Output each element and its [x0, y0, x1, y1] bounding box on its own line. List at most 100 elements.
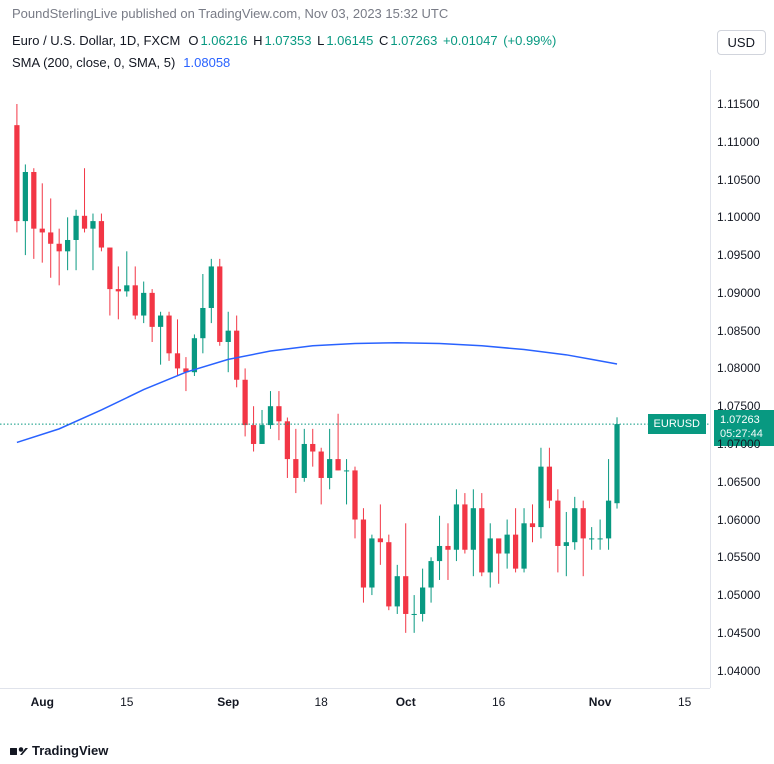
candle — [90, 221, 95, 229]
candle — [412, 614, 417, 615]
candle — [73, 216, 78, 240]
candle — [530, 523, 535, 527]
candle — [378, 538, 383, 542]
x-tick: 15 — [120, 695, 133, 709]
candle — [462, 504, 467, 549]
legend-title[interactable]: Euro / U.S. Dollar, 1D, FXCM — [12, 30, 180, 52]
candle — [175, 353, 180, 368]
candle — [166, 316, 171, 354]
candle — [319, 452, 324, 478]
candle — [488, 538, 493, 572]
candle — [606, 501, 611, 539]
candle — [369, 538, 374, 587]
y-tick: 1.05500 — [717, 550, 760, 564]
currency-button[interactable]: USD — [717, 30, 766, 55]
candle — [614, 424, 619, 503]
candle — [589, 538, 594, 539]
candle — [82, 216, 87, 229]
candle — [547, 467, 552, 501]
x-axis[interactable]: Aug15Sep18Oct16Nov15 — [0, 688, 710, 718]
candle — [158, 316, 163, 327]
candle — [57, 244, 62, 252]
candle — [99, 221, 104, 247]
y-tick: 1.11500 — [717, 97, 760, 111]
candle — [403, 576, 408, 614]
candle — [386, 542, 391, 606]
legend-ohlc: O1.06216 H1.07353 L1.06145 C1.07263 +0.0… — [188, 30, 558, 52]
y-tick: 1.04000 — [717, 664, 760, 678]
x-tick: Sep — [217, 695, 239, 709]
y-tick: 1.07000 — [717, 437, 760, 451]
symbol-tag: EURUSD — [648, 414, 706, 434]
x-tick: Aug — [31, 695, 54, 709]
candle — [48, 232, 53, 243]
candle — [200, 308, 205, 338]
candle — [141, 293, 146, 316]
candle — [335, 459, 340, 470]
y-tick: 1.07500 — [717, 399, 760, 413]
candle — [276, 406, 281, 421]
candle — [226, 331, 231, 342]
chart-plot[interactable]: EURUSD — [0, 70, 710, 688]
candle — [124, 285, 129, 291]
candle — [133, 285, 138, 315]
candle — [437, 546, 442, 561]
candle — [454, 504, 459, 549]
candle — [538, 467, 543, 527]
candle — [310, 444, 315, 452]
candle — [14, 125, 19, 221]
candle — [344, 470, 349, 471]
y-tick: 1.08500 — [717, 324, 760, 338]
y-tick: 1.10500 — [717, 173, 760, 187]
y-tick: 1.05000 — [717, 588, 760, 602]
x-tick: Nov — [589, 695, 612, 709]
candle — [285, 421, 290, 459]
attribution-text: PoundSterlingLive published on TradingVi… — [12, 6, 448, 21]
candle — [572, 508, 577, 542]
y-tick: 1.11000 — [717, 135, 760, 149]
candle — [251, 425, 256, 444]
candle — [242, 380, 247, 425]
candle — [107, 248, 112, 290]
candle — [445, 546, 450, 550]
y-tick: 1.06000 — [717, 513, 760, 527]
candle — [116, 289, 121, 291]
x-tick: 18 — [315, 695, 328, 709]
candle — [65, 240, 70, 251]
candle — [581, 508, 586, 538]
candle — [395, 576, 400, 606]
candle — [496, 538, 501, 553]
candle — [209, 266, 214, 308]
sma-line — [17, 343, 617, 443]
y-axis[interactable]: 1.0726305:27:441.040001.045001.050001.05… — [710, 70, 774, 688]
candle — [302, 444, 307, 478]
candle — [268, 406, 273, 425]
candle — [150, 293, 155, 327]
candle — [555, 501, 560, 546]
y-tick: 1.10000 — [717, 210, 760, 224]
candle — [505, 535, 510, 554]
candle — [192, 338, 197, 372]
candle — [234, 331, 239, 380]
candle — [361, 520, 366, 588]
tradingview-logo[interactable]: TradingView — [10, 743, 108, 758]
candle — [293, 459, 298, 478]
candle — [471, 508, 476, 550]
candle — [327, 459, 332, 478]
y-tick: 1.09500 — [717, 248, 760, 262]
y-tick: 1.09000 — [717, 286, 760, 300]
y-tick: 1.06500 — [717, 475, 760, 489]
x-tick: Oct — [396, 695, 416, 709]
chart-legend: Euro / U.S. Dollar, 1D, FXCM O1.06216 H1… — [12, 30, 558, 74]
candle — [31, 172, 36, 229]
candle — [23, 172, 28, 221]
candle — [217, 266, 222, 342]
candle — [479, 508, 484, 572]
candle — [597, 538, 602, 539]
candle — [428, 561, 433, 587]
candle — [513, 535, 518, 569]
candle — [521, 523, 526, 568]
candle — [40, 229, 45, 233]
y-tick: 1.04500 — [717, 626, 760, 640]
x-tick: 15 — [678, 695, 691, 709]
